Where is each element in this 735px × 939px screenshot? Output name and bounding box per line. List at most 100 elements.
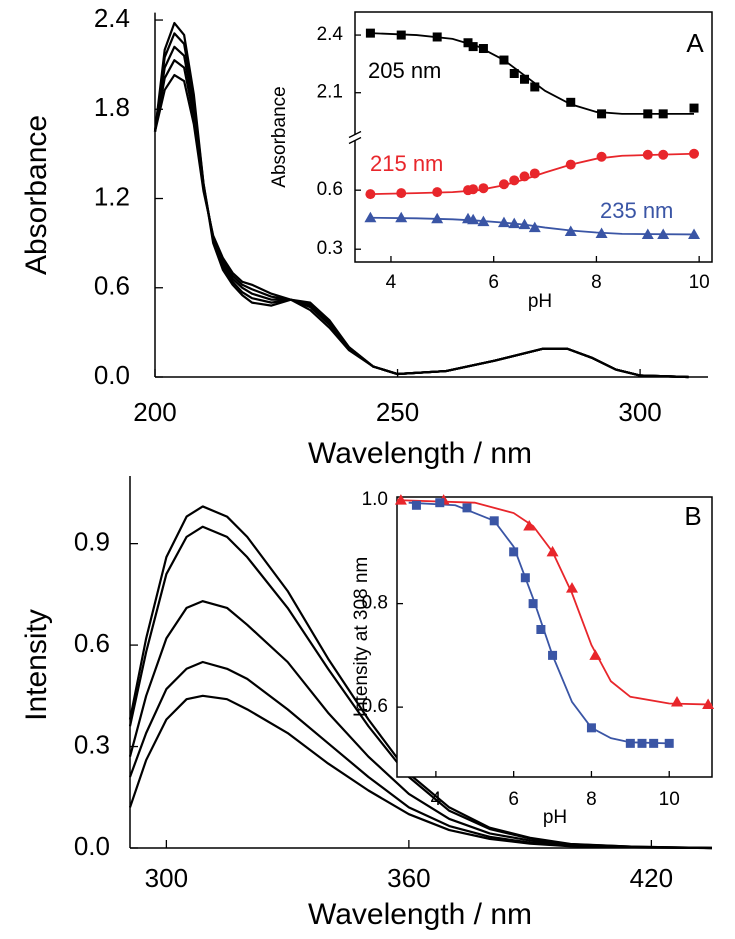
x-tick-label: 250 [376, 397, 419, 427]
data-point [597, 109, 607, 119]
y-tick-label: 0.6 [317, 179, 343, 200]
data-point [468, 184, 479, 195]
x-tick-label: 300 [145, 863, 188, 893]
x-axis-title: Wavelength / nm [308, 437, 532, 470]
data-point [595, 227, 608, 238]
series-label: 215 nm [370, 151, 443, 176]
data-point [688, 228, 701, 239]
data-point [566, 582, 578, 593]
data-point [520, 74, 530, 84]
y-tick-label: 0.8 [362, 593, 388, 614]
x-tick-label: 10 [659, 789, 680, 810]
data-point [468, 42, 478, 52]
data-point [566, 97, 576, 107]
data-point [564, 225, 577, 236]
x-tick-label: 300 [618, 397, 661, 427]
data-point [637, 738, 647, 748]
data-point [364, 211, 377, 223]
data-point [528, 221, 541, 233]
data-point [586, 723, 596, 733]
spectrum-line [128, 600, 713, 850]
y-axis-title: Intensity at 308 nm [351, 557, 372, 718]
x-axis-title: pH [528, 291, 552, 312]
data-point [625, 738, 635, 748]
data-point [463, 38, 473, 48]
y-tick-label: 2.1 [317, 82, 343, 103]
x-tick-label: 200 [133, 397, 176, 427]
data-point [509, 547, 519, 557]
x-tick-label: 8 [591, 272, 602, 293]
data-point [489, 516, 499, 526]
data-point [689, 148, 700, 159]
plot-frame [354, 11, 713, 263]
data-point [435, 498, 445, 508]
data-point [432, 32, 442, 42]
data-point [596, 151, 607, 162]
data-point [519, 171, 530, 182]
data-point [664, 738, 674, 748]
data-point [528, 599, 538, 609]
spectrum-line [128, 525, 713, 850]
data-point [394, 494, 407, 505]
data-point [589, 649, 602, 660]
data-point [671, 695, 683, 707]
data-point [529, 168, 540, 179]
data-point [548, 650, 558, 660]
data-point [641, 228, 654, 239]
data-point [509, 175, 520, 186]
data-point [649, 738, 659, 748]
y-tick-label: 0.3 [74, 729, 110, 759]
x-tick-label: 420 [630, 863, 673, 893]
data-point [546, 545, 559, 557]
data-point [395, 211, 408, 223]
series-label: 205 nm [368, 58, 441, 83]
y-tick-label: 0.0 [74, 831, 110, 861]
data-point [498, 179, 509, 190]
y-tick-label: 2.4 [317, 24, 344, 45]
panel-label: A [686, 28, 704, 58]
data-point [520, 573, 530, 583]
y-axis-title: Absorbance [269, 86, 290, 187]
data-point [365, 28, 375, 38]
data-point [509, 69, 519, 78]
data-point [497, 216, 510, 228]
data-point [478, 183, 489, 194]
data-point [565, 159, 576, 170]
data-point [658, 149, 669, 160]
spectrum-line [128, 694, 713, 850]
data-point [365, 189, 376, 200]
y-axis-title: Intensity [20, 609, 53, 721]
data-point [702, 698, 715, 710]
data-point [462, 503, 472, 513]
y-tick-label: 0.0 [94, 360, 130, 390]
y-tick-label: 0.3 [317, 238, 343, 259]
data-point [657, 228, 670, 239]
data-point [432, 187, 443, 198]
x-tick-label: 10 [689, 272, 710, 293]
data-point [508, 217, 521, 229]
x-tick-label: 4 [431, 789, 442, 810]
data-point [396, 188, 407, 199]
x-tick-label: 6 [508, 789, 519, 810]
data-point [689, 103, 699, 113]
x-tick-label: 4 [386, 272, 397, 293]
data-point [499, 55, 509, 65]
data-point [523, 519, 536, 531]
panel-label: B [684, 501, 701, 531]
axis-break-gap [351, 134, 359, 141]
data-point [396, 30, 406, 40]
data-point [530, 82, 540, 92]
x-tick-label: 360 [387, 863, 430, 893]
data-point [643, 109, 653, 119]
y-axis-title: Absorbance [20, 115, 53, 275]
y-tick-label: 2.4 [94, 3, 130, 33]
data-point [478, 44, 488, 54]
series-label: 235 nm [600, 198, 673, 223]
spectrum-line [153, 73, 689, 379]
data-point [411, 500, 421, 510]
x-tick-label: 6 [488, 272, 499, 293]
x-tick-label: 8 [586, 789, 597, 810]
data-point [431, 212, 444, 224]
data-point [642, 149, 653, 160]
